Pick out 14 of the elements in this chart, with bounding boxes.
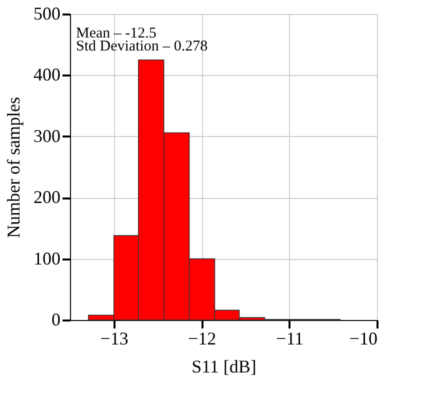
y-tick-label: 100 [34, 248, 60, 268]
x-tick-label: −11 [276, 328, 304, 348]
y-tick-label: 0 [52, 310, 60, 330]
y-tick-label: 400 [34, 64, 60, 85]
y-tick-label: 300 [34, 126, 60, 146]
x-tick-label: −10 [349, 328, 378, 348]
annotation: Std Deviation – 0.278 [76, 38, 208, 54]
x-tick-label: −12 [188, 328, 216, 348]
y-tick-label: 500 [34, 4, 60, 24]
y-axis-title: Number of samples [4, 97, 24, 238]
x-axis-title: S11 [dB] [192, 356, 256, 376]
y-tick-label: 200 [34, 187, 60, 208]
annotation: Mean – -12.5 [76, 26, 156, 42]
x-tick-label: −13 [100, 328, 128, 348]
